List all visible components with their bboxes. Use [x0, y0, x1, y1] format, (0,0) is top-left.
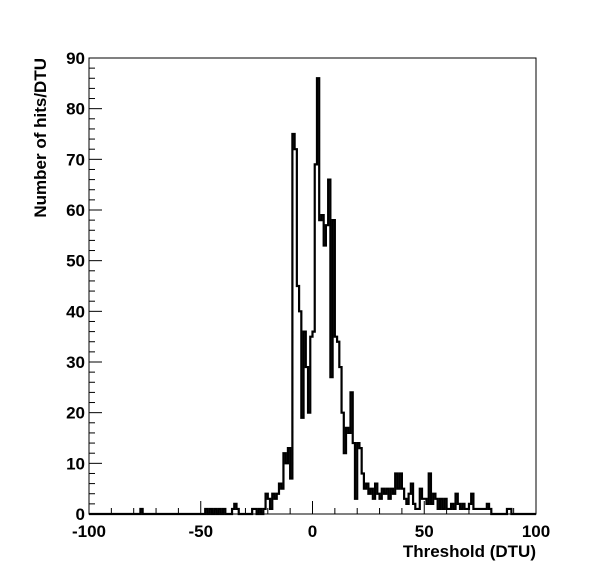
- y-tick-label: 50: [66, 252, 85, 271]
- y-tick-label: 20: [66, 404, 85, 423]
- y-tick-label: 90: [66, 49, 85, 68]
- y-axis-title: Number of hits/DTU: [31, 58, 50, 218]
- y-axis-ticks: 0 10 20 30 40 50 60 70 80 90: [66, 49, 102, 524]
- y-tick-label: 80: [66, 100, 85, 119]
- x-tick-label: 0: [308, 522, 317, 541]
- x-axis-title: Threshold (DTU): [403, 542, 536, 561]
- y-tick-label: 60: [66, 201, 85, 220]
- x-tick-label: 50: [415, 522, 434, 541]
- y-tick-label: 10: [66, 454, 85, 473]
- y-tick-label: 70: [66, 150, 85, 169]
- x-tick-label: -50: [188, 522, 213, 541]
- plot-frame: [88, 57, 537, 515]
- x-tick-label: 100: [522, 522, 550, 541]
- x-tick-label: -100: [72, 522, 106, 541]
- y-tick-label: 30: [66, 353, 85, 372]
- histogram-series-line: [89, 77, 536, 516]
- y-tick-label: 40: [66, 302, 85, 321]
- y-tick-label: 0: [76, 505, 85, 524]
- x-axis-ticks: -100 -50 0 50 100: [72, 501, 550, 541]
